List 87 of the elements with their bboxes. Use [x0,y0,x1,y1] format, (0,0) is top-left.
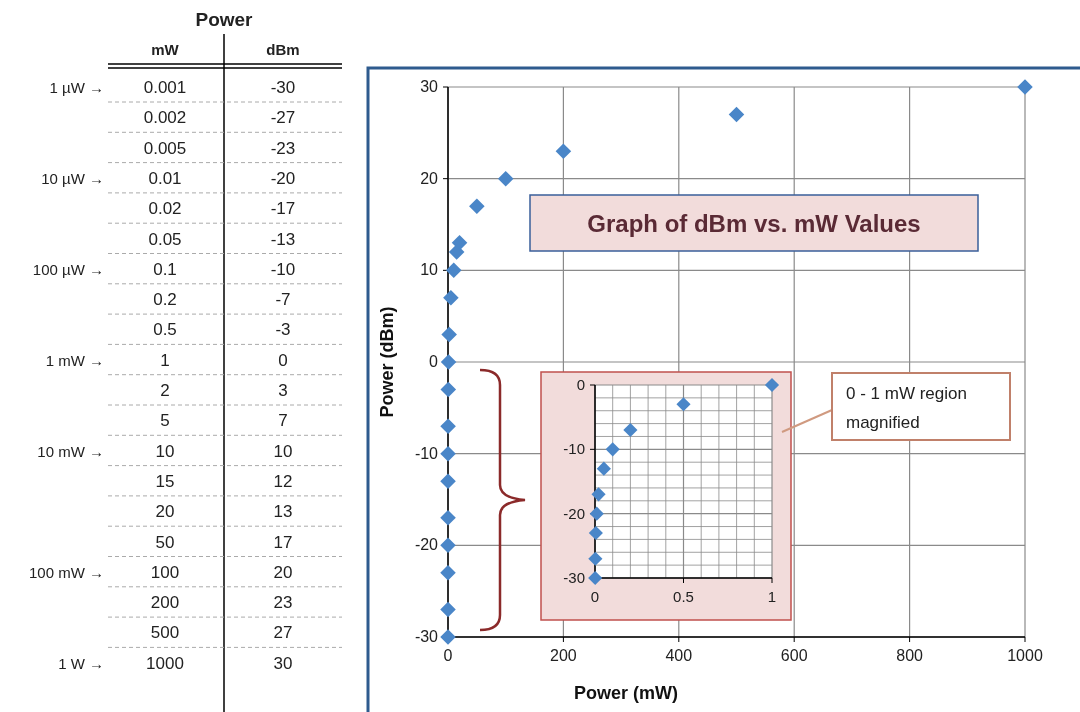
data-label: 20 [273,562,293,582]
x-tick-label: 600 [780,647,808,664]
point [588,551,603,566]
chart-title: Power [195,9,254,30]
data-label: -20 [270,168,296,188]
data-label: -30 [270,78,296,97]
point [440,418,456,434]
y-axis-title: Power (dBm) [377,306,397,418]
point [440,565,456,581]
data-label: 27 [273,623,293,643]
point [443,290,459,306]
annotation: 0 - 1 mW region magnified [846,384,967,432]
y-tick-label: 0 [429,353,439,370]
data-label: 0.02 [148,199,182,219]
data-label: -23 [270,138,296,158]
data-label: 10 [155,441,175,461]
point [676,397,691,412]
x-tick-label: 1000 [1007,647,1043,664]
x-tick-label: 0.5 [673,588,694,605]
point [596,461,611,476]
y-tick-label: -10 [563,440,585,458]
x-tick-label: 200 [550,647,577,664]
data-label: 0.002 [143,108,187,128]
point [591,487,606,502]
text: Graph of dBm vs. mW Values [587,210,921,237]
point [588,525,603,541]
y-tick-label: -20 [563,504,585,522]
x-axis-title: Power (mW) [573,683,679,703]
y-tick-label: -30 [563,569,585,586]
x-tick-label: 0 [443,647,453,664]
x-tick-label: 0 [590,588,600,605]
point [1017,79,1033,95]
data-label: 23 [273,593,293,613]
data-label: -7 [275,290,291,310]
y-tick-label: 30 [420,78,439,95]
data-label: 0.01 [148,168,182,188]
data-label: 12 [273,471,293,491]
y-tick-label: -20 [414,536,439,554]
data-label: 2 [160,381,170,400]
data-label: 7 [278,411,288,431]
data-label: -3 [275,320,291,340]
point [440,473,456,489]
y-tick-label: 1 mW → [45,351,104,369]
data-label: 100 [150,562,180,582]
data-label: 3 [278,381,288,400]
y-tick-label: 10 [420,261,439,279]
data-label: 30 [273,653,293,673]
y-tick-label: 20 [420,169,439,187]
x-tick-label: mW [151,41,180,58]
x-tick-label: 800 [896,647,924,664]
data-label: 0.1 [153,259,177,279]
data-label: 5 [160,411,170,431]
data-label: 50 [155,532,175,552]
point [440,601,456,618]
y-tick-label: 100 µW → [32,260,104,278]
y-tick-label: 10 µW → [41,169,104,187]
y-tick-label: 100 mW → [28,563,104,581]
data-label: -27 [270,108,296,128]
data-label: 1 [160,350,170,370]
x-tick-label: 400 [665,647,693,664]
y-tick-label: 10 mW → [37,442,104,460]
y-tick-label: 1 µW → [49,79,104,96]
data-label: 13 [273,502,293,522]
x-tick-label: dBm [266,41,300,58]
data-label: -10 [270,259,296,279]
data-label: 15 [155,471,175,491]
y-tick-label: -10 [414,444,439,462]
y-tick-label: 0 [576,376,585,393]
data-label: 0.001 [143,78,187,97]
data-label: -17 [270,199,296,219]
data-label: 500 [150,623,180,643]
data-label: -13 [270,229,296,249]
point [440,629,456,645]
data-label: 17 [273,532,293,552]
y-tick-label: 1 W → [58,654,104,672]
data-label: 0.005 [143,138,187,158]
y-tick-label: -30 [414,628,439,645]
point [469,198,485,214]
point [623,422,638,438]
data-label: 10 [273,441,293,461]
point [440,510,456,526]
data-label: 20 [155,502,175,522]
data-label: 0.2 [153,290,177,310]
x-tick-label: 1 [767,588,777,605]
data-label: 0 [278,350,288,370]
data-label: 0.5 [153,320,177,340]
data-label: 0.05 [148,229,182,249]
